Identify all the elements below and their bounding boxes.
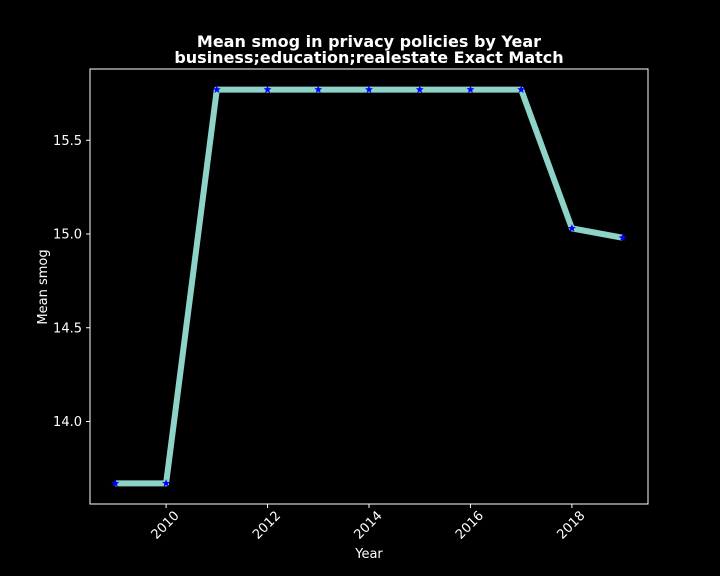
data-point-marker bbox=[567, 224, 576, 232]
data-point-marker bbox=[517, 85, 526, 94]
data-point-markers bbox=[111, 85, 627, 487]
data-point-marker bbox=[415, 85, 424, 94]
data-point-marker bbox=[618, 233, 627, 242]
data-point-marker bbox=[466, 85, 475, 94]
y-tick-label: 15.5 bbox=[53, 134, 82, 149]
data-point-marker bbox=[212, 85, 221, 94]
data-point-marker bbox=[314, 85, 323, 94]
data-point-marker bbox=[263, 85, 272, 94]
y-axis-ticks: 14.0 14.5 15.0 15.5 bbox=[53, 134, 90, 430]
y-tick-label: 15.0 bbox=[53, 228, 82, 243]
y-tick-label: 14.0 bbox=[53, 415, 82, 430]
x-axis-label: Year bbox=[354, 547, 383, 562]
chart-subtitle: business;education;realestate Exact Matc… bbox=[174, 48, 563, 67]
chart-title: Mean smog in privacy policies by Year bbox=[197, 32, 541, 51]
y-axis-label: Mean smog bbox=[36, 249, 51, 324]
data-point-marker bbox=[111, 479, 120, 487]
data-point-marker bbox=[365, 85, 373, 94]
data-point-marker bbox=[162, 479, 171, 487]
y-tick-label: 14.5 bbox=[53, 321, 82, 336]
